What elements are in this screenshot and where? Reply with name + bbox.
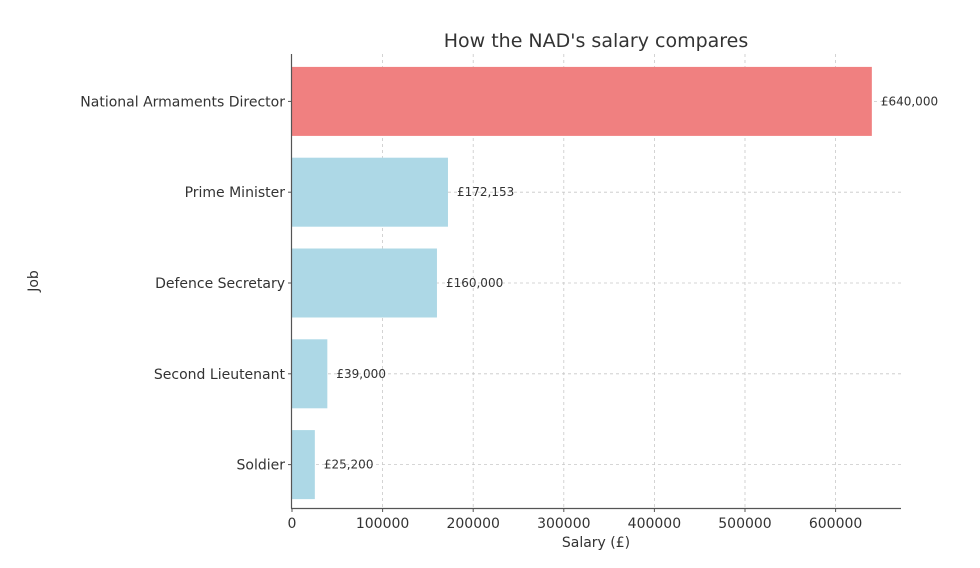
chart-title: How the NAD's salary compares [444, 30, 749, 52]
bar-value-label: £640,000 [881, 94, 938, 108]
value-labels: £640,000 £172,153 £160,000 £39,000 £25,200 [324, 94, 938, 471]
y-axis-ticks: National Armaments Director Prime Ministe… [80, 94, 292, 474]
bar-soldier [292, 430, 315, 500]
x-axis-ticks: 0 100000 200000 300000 400000 500000 600000 [288, 508, 862, 532]
y-tick-label: Second Lieutenant [154, 367, 286, 383]
x-tick-label: 400000 [628, 516, 681, 532]
x-axis-label: Salary (£) [562, 535, 630, 551]
bar-prime-minister [292, 157, 448, 227]
y-tick-label: Defence Secretary [155, 276, 285, 292]
x-tick-label: 300000 [537, 516, 590, 532]
bar-defence-secretary [292, 248, 437, 318]
bar-value-label: £172,153 [457, 185, 514, 199]
bar-national-armaments-director [292, 66, 872, 136]
x-tick-label: 600000 [809, 516, 862, 532]
bars [292, 66, 872, 500]
bar-value-label: £25,200 [324, 458, 374, 472]
grid-lines [292, 54, 901, 508]
x-tick-label: 100000 [356, 516, 409, 532]
y-axis-label: Job [26, 270, 42, 293]
x-tick-label: 0 [288, 516, 297, 532]
bar-second-lieutenant [292, 339, 328, 409]
y-tick-label: National Armaments Director [80, 94, 285, 110]
y-tick-label: Prime Minister [185, 185, 286, 201]
y-tick-label: Soldier [237, 458, 286, 474]
x-tick-label: 500000 [718, 516, 771, 532]
x-tick-label: 200000 [446, 516, 499, 532]
bar-value-label: £160,000 [446, 276, 503, 290]
bar-value-label: £39,000 [336, 367, 386, 381]
